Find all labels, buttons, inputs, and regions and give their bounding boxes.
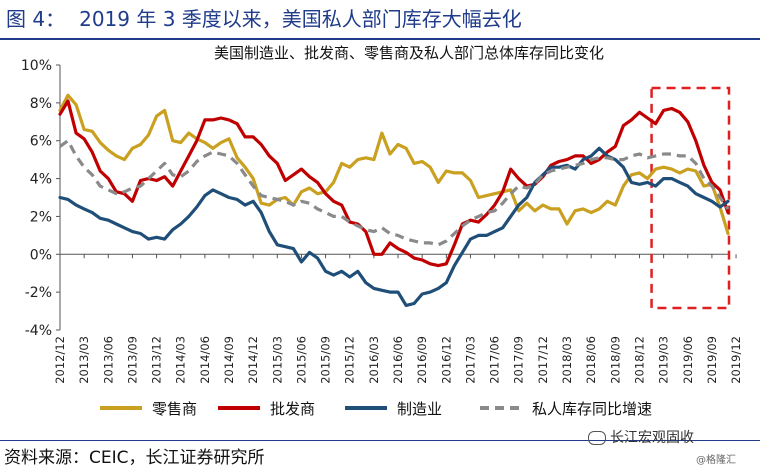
x-tick-label: 2012/12 — [53, 336, 67, 384]
x-tick-label: 2013/03 — [77, 336, 91, 384]
wechat-icon — [588, 431, 606, 445]
x-tick-label: 2015/06 — [294, 336, 308, 384]
chart-container: 美国制造业、批发商、零售商及私人部门总体库存同比变化 -4% -2% 0% 2% 4% 6%… — [0, 40, 760, 425]
source-note: 资料来源：CEIC，长江证券研究所 — [4, 448, 265, 468]
chart-title: 美国制造业、批发商、零售商及私人部门总体库存同比变化 — [214, 44, 604, 62]
y-tick-label: -4% — [25, 323, 52, 339]
x-tick-label: 2014/03 — [174, 336, 188, 384]
series-line-4 — [59, 139, 730, 247]
figure-title-bar: 图 4： 2019 年 3 季度以来，美国私人部门库存大幅去化 — [6, 2, 522, 36]
x-tick-label: 2017/12 — [536, 336, 550, 384]
footer-rule — [0, 440, 760, 441]
figure-title: 2019 年 3 季度以来，美国私人部门库存大幅去化 — [79, 7, 522, 31]
series-line-2 — [58, 99, 730, 268]
y-tick-label: 2% — [30, 209, 52, 225]
x-tick-label: 2014/09 — [222, 336, 236, 384]
title-rule — [0, 38, 760, 40]
x-tick-label: 2018/12 — [632, 336, 646, 384]
x-tick-label: 2017/09 — [512, 336, 526, 384]
legend-label: 私人库存同比增速 — [532, 400, 652, 418]
series-line-1 — [58, 93, 730, 236]
y-tick-label: 8% — [30, 96, 52, 112]
x-tick-label: 2019/09 — [705, 336, 719, 384]
x-tick-label: 2016/12 — [439, 336, 453, 384]
watermark: 长江宏观固收 — [588, 427, 694, 447]
watermark-secondary: @格隆汇 — [696, 455, 736, 466]
x-tick-label: 2019/06 — [681, 336, 695, 384]
x-tick-label: 2018/03 — [560, 336, 574, 384]
x-tick-label: 2015/03 — [270, 336, 284, 384]
x-tick-label: 2016/09 — [415, 336, 429, 384]
x-tick-label: 2016/03 — [367, 336, 381, 384]
x-tick-label: 2018/09 — [608, 336, 622, 384]
figure-label: 图 4： — [6, 7, 66, 31]
legend-label: 制造业 — [397, 400, 442, 418]
watermark-text: 长江宏观固收 — [610, 430, 694, 446]
x-tick-label: 2015/12 — [343, 336, 357, 384]
line-chart: 美国制造业、批发商、零售商及私人部门总体库存同比变化 -4% -2% 0% 2% 4% 6%… — [21, 44, 743, 418]
x-tick-label: 2013/12 — [150, 336, 164, 384]
y-tick-label: 4% — [30, 172, 52, 188]
x-tick-label: 2017/06 — [488, 336, 502, 384]
x-tick-label: 2015/09 — [319, 336, 333, 384]
x-tick-label: 2017/03 — [463, 336, 477, 384]
x-tick-label: 2018/06 — [584, 336, 598, 384]
legend-label: 批发商 — [270, 400, 315, 418]
y-tick-label: 0% — [30, 247, 52, 263]
x-tick-label: 2019/12 — [729, 336, 743, 384]
x-tick-label: 2019/03 — [657, 336, 671, 384]
highlight-box — [650, 86, 731, 310]
x-tick-label: 2014/06 — [198, 336, 212, 384]
y-tick-label: 10% — [21, 58, 52, 74]
x-tick-label: 2013/06 — [101, 336, 115, 384]
x-tick-label: 2013/09 — [125, 336, 139, 384]
legend-label: 零售商 — [152, 400, 197, 418]
x-tick-label: 2014/12 — [246, 336, 260, 384]
y-tick-label: -2% — [25, 285, 52, 301]
x-tick-label: 2016/06 — [391, 336, 405, 384]
series-line-3 — [58, 146, 730, 307]
y-tick-label: 6% — [30, 134, 52, 150]
